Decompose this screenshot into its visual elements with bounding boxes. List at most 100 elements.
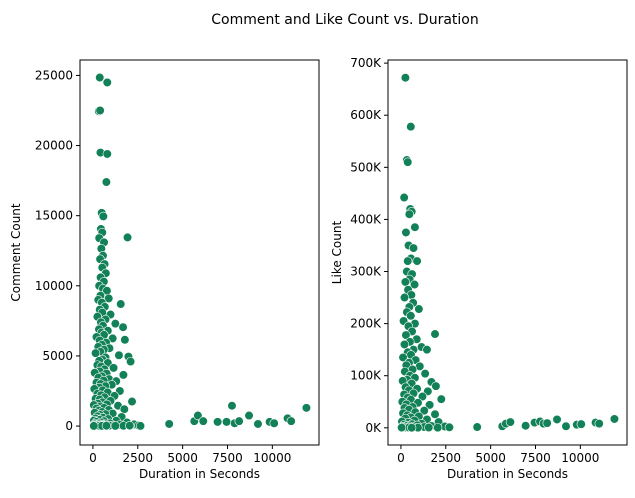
comment-count-point [120, 335, 130, 345]
like-count-point [401, 227, 411, 238]
comment-count-y-tick-label: 15000 [35, 209, 73, 223]
like-count-point [417, 391, 428, 402]
comment-count-point [164, 419, 174, 429]
like-count-y-tick-label: 500K [350, 160, 382, 174]
comment-count-point [213, 417, 223, 427]
comment-count-point [135, 421, 146, 431]
like-count-point [400, 277, 411, 287]
comment-count-point [234, 416, 244, 426]
comment-count-point [253, 419, 263, 429]
like-count-point [403, 256, 413, 266]
like-count-point [412, 256, 422, 266]
like-count-panel: 0 2500 5000 7500 10000 0K 100K 200K 300K 400K 500… [330, 56, 628, 481]
comment-count-x-tick-label: 2500 [123, 451, 154, 465]
comment-count-point [126, 356, 136, 367]
comment-count-point [119, 404, 129, 414]
comment-count-point [104, 293, 114, 304]
like-count-point [561, 421, 571, 431]
like-count-point [552, 414, 562, 425]
like-count-point [419, 406, 429, 416]
like-count-point [404, 209, 414, 219]
like-count-point [430, 329, 440, 339]
comment-count-y-tick-label: 20000 [35, 139, 73, 153]
like-count-point [472, 422, 482, 432]
like-count-x-tick-label: 2500 [431, 451, 462, 465]
comment-count-point [125, 420, 135, 431]
figure-title: Comment and Like Count vs. Duration [211, 12, 479, 28]
like-count-point [397, 423, 407, 433]
like-count-point [414, 304, 424, 314]
like-count-point [576, 419, 586, 429]
comment-count-point [110, 421, 120, 431]
comment-count-x-tick-label: 5000 [167, 451, 198, 465]
comment-count-point [95, 72, 105, 83]
like-count-x-tick-label: 5000 [475, 451, 506, 465]
like-count-point [401, 330, 411, 340]
like-count-y-tick-label: 100K [350, 369, 382, 383]
comment-count-x-tick-label: 0 [89, 451, 97, 465]
like-count-point [425, 400, 435, 410]
comment-count-x-axis-label: Duration in Seconds [139, 467, 260, 481]
like-count-y-tick-label: 200K [350, 317, 382, 331]
comment-count-point [193, 410, 203, 421]
comment-count-y-tick-label: 10000 [35, 279, 73, 293]
comment-count-point [102, 149, 112, 159]
comment-count-point [286, 416, 296, 426]
like-count-point [403, 157, 413, 167]
comment-count-x-tick-label: 10000 [253, 451, 291, 465]
comment-count-point [114, 350, 124, 360]
like-count-point [505, 417, 515, 427]
like-count-point [406, 311, 416, 321]
like-count-points [397, 73, 620, 433]
like-count-point [398, 352, 408, 363]
like-count-point [410, 222, 420, 232]
like-count-point [431, 381, 441, 391]
comment-count-y-ticks: 0 5000 10000 15000 20000 25000 [35, 68, 80, 433]
like-count-y-ticks: 0K 100K 200K 300K 400K 500K 600K 700K [350, 56, 388, 435]
like-count-point [420, 369, 430, 379]
like-count-point [422, 345, 432, 355]
like-count-point [430, 409, 440, 419]
like-count-point [407, 423, 417, 433]
like-count-y-tick-label: 400K [350, 212, 382, 226]
comment-count-point [301, 403, 312, 413]
like-count-point [408, 243, 419, 253]
like-count-point [609, 414, 620, 424]
like-count-point [521, 421, 531, 431]
like-count-x-ticks: 0 2500 5000 7500 10000 [397, 445, 599, 465]
comment-count-y-tick-label: 5000 [42, 349, 73, 363]
like-count-y-tick-label: 300K [350, 265, 382, 279]
comment-count-point [101, 177, 111, 187]
comment-count-point [227, 401, 237, 411]
comment-count-point [108, 333, 118, 344]
like-count-point [399, 339, 410, 350]
comment-count-point [118, 322, 128, 332]
like-count-point [436, 394, 446, 404]
like-count-point [542, 418, 552, 428]
like-count-x-tick-label: 10000 [561, 451, 599, 465]
comment-count-point [118, 370, 129, 380]
like-count-y-axis-label: Like Count [330, 221, 344, 285]
like-count-point [406, 122, 416, 132]
like-count-x-tick-label: 7500 [520, 451, 551, 465]
comment-count-x-ticks: 0 2500 5000 7500 10000 [89, 445, 291, 465]
comment-count-panel: 0 2500 5000 7500 10000 0 5000 10000 15000 20000 2… [9, 59, 320, 481]
comment-count-point [101, 421, 111, 431]
comment-count-point [116, 299, 126, 309]
comment-count-point [198, 416, 208, 426]
like-count-y-tick-label: 0K [365, 421, 382, 435]
like-count-y-tick-label: 700K [350, 56, 382, 70]
comment-count-point [244, 410, 254, 421]
comment-count-point [127, 396, 137, 407]
comment-count-point [91, 348, 101, 358]
like-count-point [399, 192, 409, 203]
like-count-point [409, 279, 420, 290]
comment-count-point [89, 421, 99, 431]
like-count-point [594, 419, 604, 429]
comment-count-x-tick-label: 7500 [212, 451, 243, 465]
like-count-x-axis-label: Duration in Seconds [447, 467, 568, 481]
like-count-x-tick-label: 0 [397, 451, 405, 465]
like-count-point [399, 292, 410, 303]
comment-count-y-axis-label: Comment Count [9, 203, 23, 302]
